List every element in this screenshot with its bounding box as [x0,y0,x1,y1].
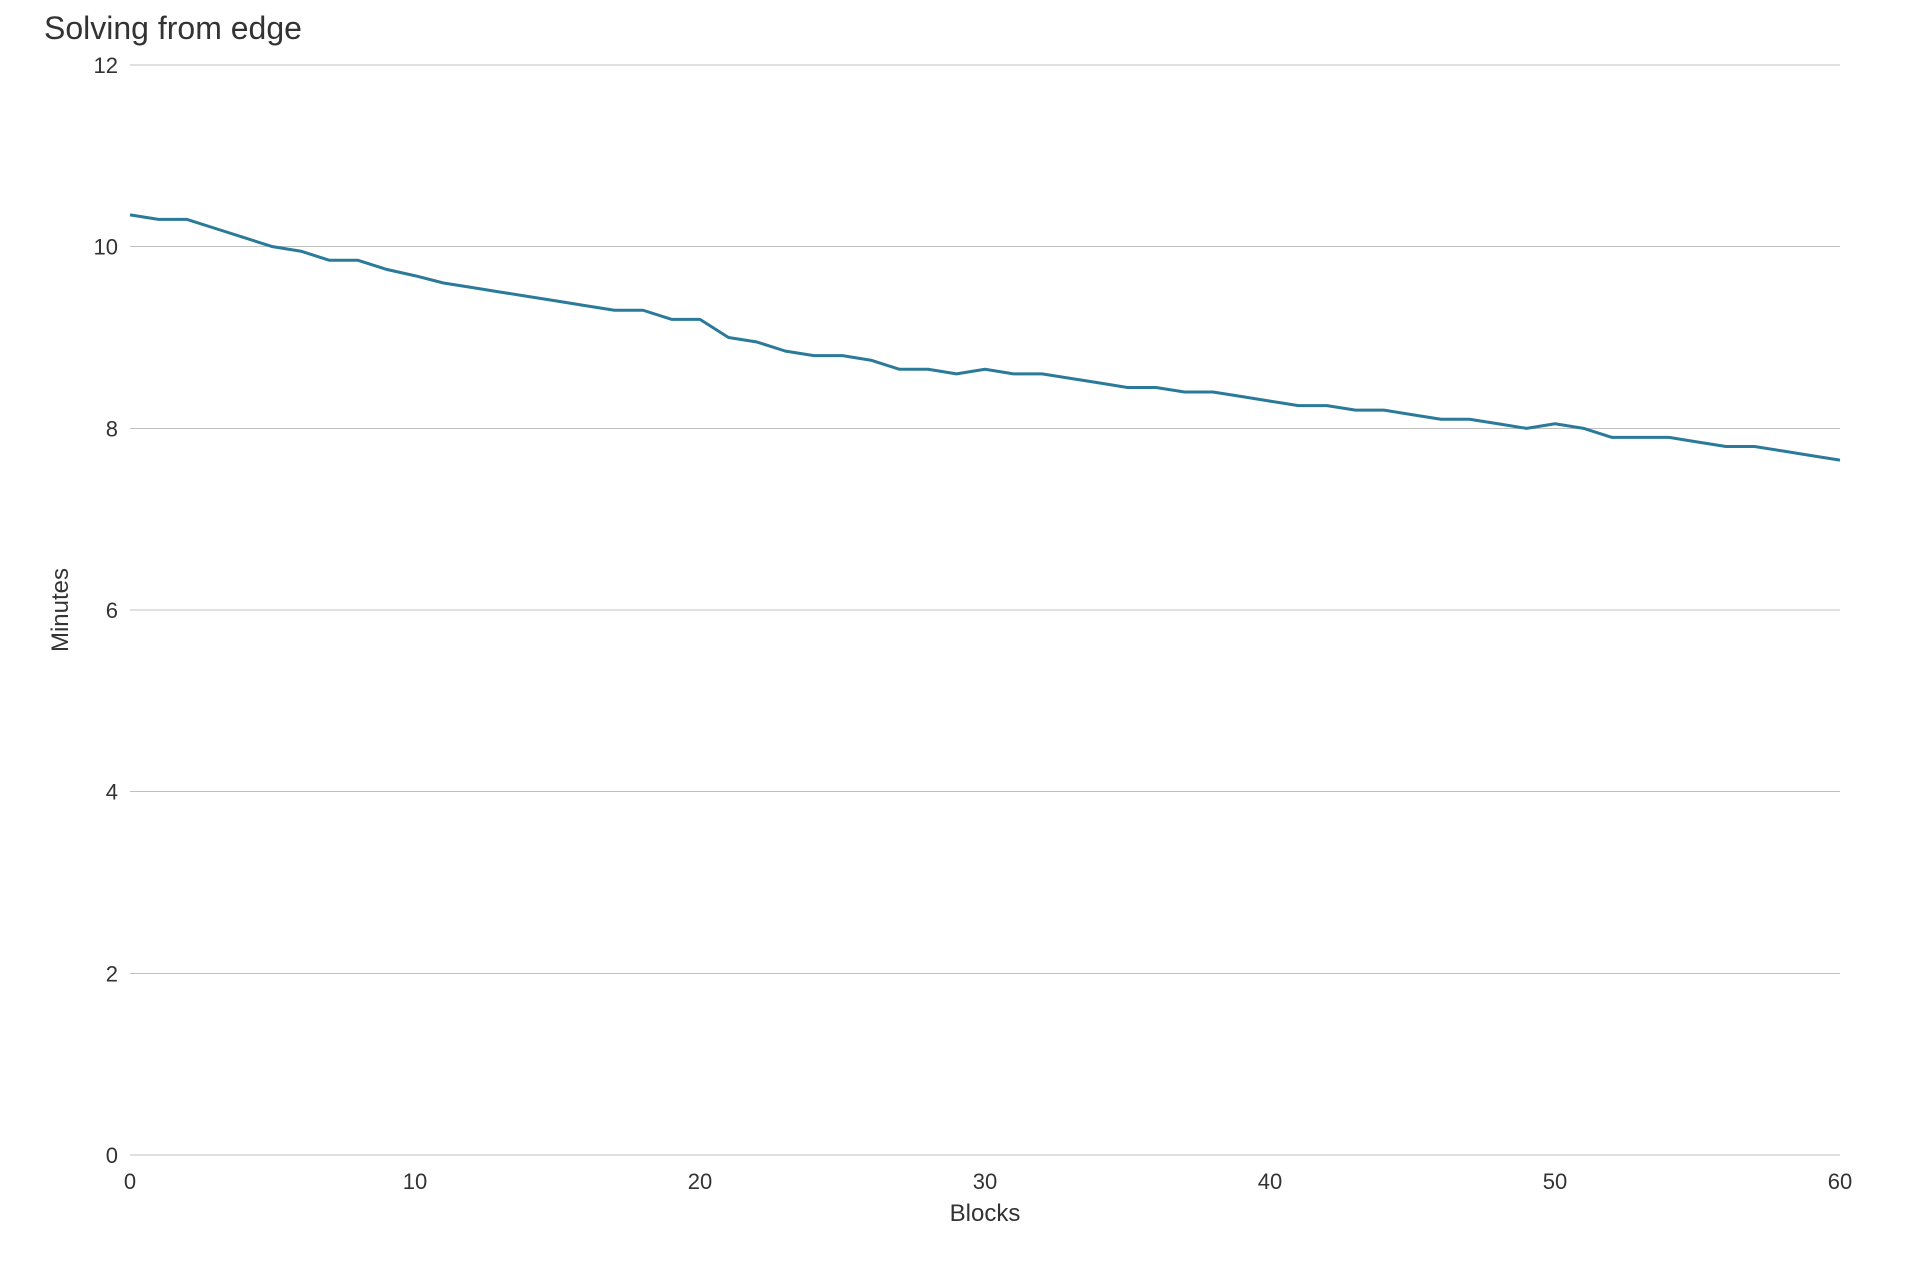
svg-text:0: 0 [106,1143,118,1168]
svg-text:30: 30 [973,1169,997,1194]
svg-text:20: 20 [688,1169,712,1194]
svg-text:0: 0 [124,1169,136,1194]
svg-text:2: 2 [106,961,118,986]
svg-text:40: 40 [1258,1169,1282,1194]
svg-text:8: 8 [106,416,118,441]
chart-svg: 0 2 4 6 8 10 12 0 10 20 30 40 50 60 Blocks Minutes [40,55,1860,1235]
svg-text:4: 4 [106,780,118,805]
svg-text:10: 10 [94,235,118,260]
svg-text:Blocks: Blocks [950,1200,1021,1227]
svg-text:10: 10 [403,1169,427,1194]
chart-container: Solving from edge 0 2 4 6 8 10 12 0 10 20 30 40 50 60… [40,10,1880,1250]
svg-text:Minutes: Minutes [47,568,74,652]
svg-text:12: 12 [94,55,118,78]
svg-text:60: 60 [1828,1169,1852,1194]
svg-text:6: 6 [106,598,118,623]
plot-area: 0 2 4 6 8 10 12 0 10 20 30 40 50 60 Blocks Minutes [40,55,1860,1235]
svg-text:50: 50 [1543,1169,1567,1194]
chart-title: Solving from edge [44,10,1880,47]
